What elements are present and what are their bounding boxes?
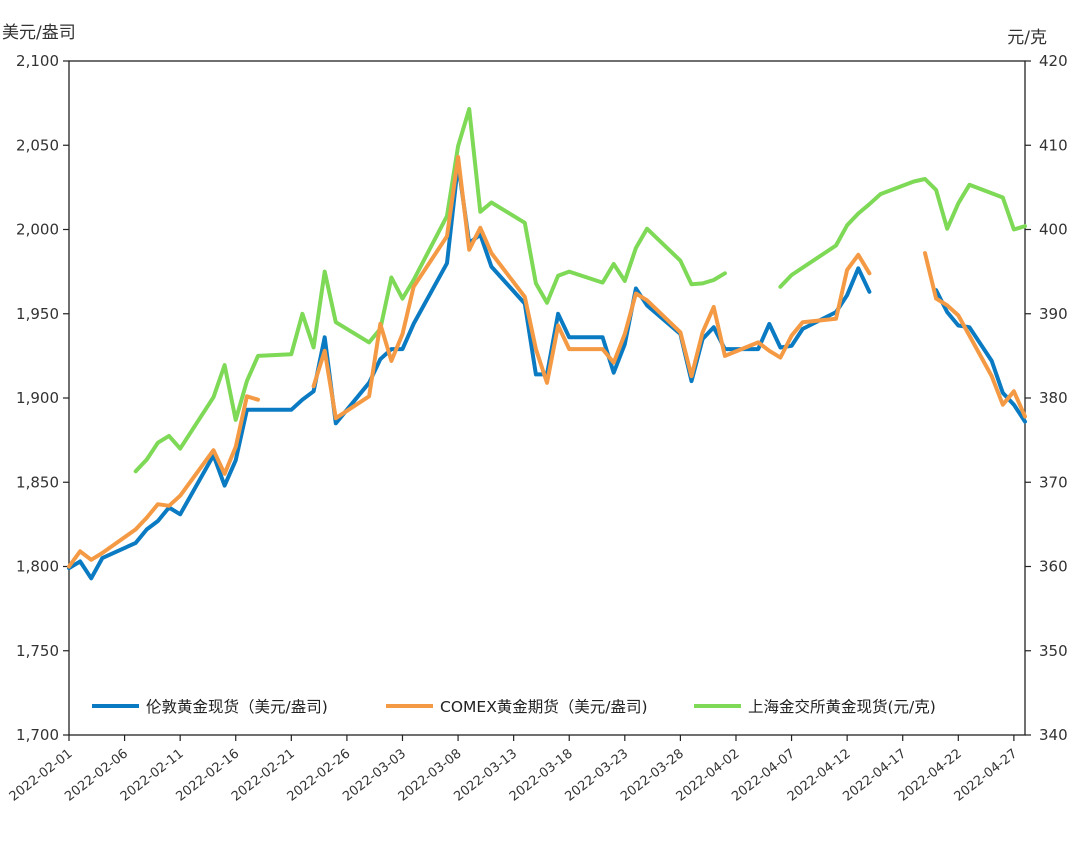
- series-line-2: [133, 107, 727, 474]
- series-line-1: [923, 251, 1027, 419]
- left-tick-label: 2,050: [16, 136, 59, 154]
- legend: 伦敦黄金现货（美元/盎司) COMEX黄金期货（美元/盎司) 上海金交所黄金现货…: [92, 698, 936, 716]
- x-axis-ticks: 2022-02-012022-02-062022-02-112022-02-16…: [7, 735, 1020, 805]
- legend-label-london: 伦敦黄金现货（美元/盎司): [146, 698, 328, 716]
- legend-label-comex: COMEX黄金期货（美元/盎司): [440, 698, 648, 716]
- right-tick-label: 420: [1039, 52, 1068, 70]
- left-axis-unit: 美元/盎司: [2, 23, 76, 43]
- left-tick-label: 1,900: [16, 389, 59, 407]
- right-tick-label: 360: [1039, 558, 1068, 576]
- right-tick-label: 370: [1039, 473, 1068, 491]
- series-lines: [67, 107, 1027, 581]
- left-tick-label: 2,100: [16, 52, 59, 70]
- left-tick-label: 2,000: [16, 221, 59, 239]
- right-tick-label: 350: [1039, 642, 1068, 660]
- right-axis-ticks: 340 350 360 370 380 390 400 410 420: [1025, 52, 1068, 744]
- right-tick-label: 400: [1039, 221, 1068, 239]
- legend-label-sge: 上海金交所黄金现货(元/克): [748, 698, 936, 716]
- left-tick-label: 1,950: [16, 305, 59, 323]
- left-tick-label: 1,850: [16, 473, 59, 491]
- left-tick-label: 1,700: [16, 726, 59, 744]
- right-tick-label: 340: [1039, 726, 1068, 744]
- right-tick-label: 390: [1039, 305, 1068, 323]
- left-tick-label: 1,800: [16, 558, 59, 576]
- right-tick-label: 380: [1039, 389, 1068, 407]
- series-line-1: [311, 155, 872, 421]
- series-line-1: [67, 394, 260, 569]
- series-line-0: [67, 161, 872, 581]
- left-tick-label: 1,750: [16, 642, 59, 660]
- series-line-2: [778, 177, 1027, 289]
- right-axis-unit: 元/克: [1007, 28, 1047, 48]
- right-tick-label: 410: [1039, 136, 1068, 154]
- left-axis-ticks: 1,700 1,750 1,800 1,850 1,900 1,950 2,000 2,050…: [16, 52, 69, 744]
- series-line-0: [934, 288, 1027, 424]
